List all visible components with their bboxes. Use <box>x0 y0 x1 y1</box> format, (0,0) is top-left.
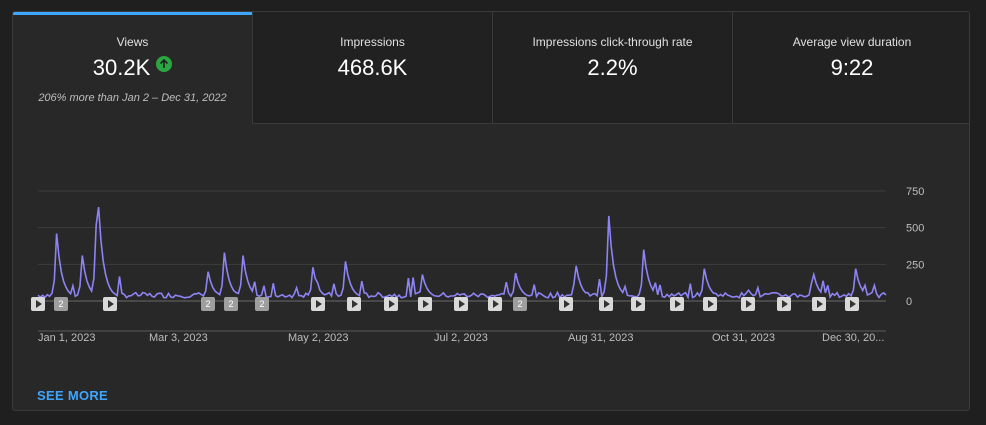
video-marker-icon[interactable] <box>670 297 684 311</box>
multi-video-marker[interactable]: 2 <box>54 297 68 311</box>
x-tick-label: Dec 30, 20... <box>822 332 885 344</box>
video-marker-icon[interactable] <box>812 297 826 311</box>
views-analytics-card: Views 30.2K 206% more than Jan 2 – Dec 3… <box>12 11 970 411</box>
y-tick-label: 0 <box>906 296 912 308</box>
multi-video-marker[interactable]: 2 <box>201 297 215 311</box>
y-tick-label: 750 <box>906 186 924 198</box>
tab-value: 468.6K <box>337 55 408 80</box>
comparison-note: 206% more than Jan 2 – Dec 31, 2022 <box>38 92 227 104</box>
views-value: 30.2K <box>92 55 151 80</box>
x-tick-label: Mar 3, 2023 <box>149 332 208 344</box>
x-tick-label: May 2, 2023 <box>288 332 349 344</box>
tab-average-view-duration[interactable]: Average view duration 9:22 <box>733 12 969 124</box>
video-marker-icon[interactable] <box>631 297 645 311</box>
x-tick-label: Oct 31, 2023 <box>712 332 775 344</box>
tab-value: 9:22 <box>830 55 874 80</box>
tab-impressions-ctr[interactable]: Impressions click-through rate 2.2% <box>493 12 733 124</box>
x-tick-label: Jul 2, 2023 <box>434 332 488 344</box>
video-marker-icon[interactable] <box>599 297 613 311</box>
tab-label: Impressions click-through rate <box>532 35 693 49</box>
metric-tabs: Views 30.2K 206% more than Jan 2 – Dec 3… <box>13 12 969 124</box>
video-marker-icon[interactable] <box>454 297 468 311</box>
tab-views[interactable]: Views 30.2K 206% more than Jan 2 – Dec 3… <box>13 12 253 124</box>
multi-video-marker[interactable]: 2 <box>513 297 527 311</box>
video-marker-icon[interactable] <box>777 297 791 311</box>
tab-value: 30.2K <box>13 55 252 81</box>
x-tick-label: Jan 1, 2023 <box>38 332 96 344</box>
video-marker-icon[interactable] <box>103 297 117 311</box>
tab-value: 2.2% <box>587 55 638 80</box>
video-marker-icon[interactable] <box>488 297 502 311</box>
tab-label: Views <box>116 35 149 49</box>
video-marker-icon[interactable] <box>311 297 325 311</box>
video-marker-icon[interactable] <box>31 297 45 311</box>
multi-video-marker[interactable]: 2 <box>224 297 238 311</box>
see-more-link[interactable]: SEE MORE <box>37 388 109 403</box>
tab-label: Average view duration <box>792 35 912 49</box>
views-series-line <box>37 206 887 300</box>
video-marker-icon[interactable] <box>384 297 398 311</box>
video-marker-icon[interactable] <box>559 297 573 311</box>
video-marker-icon[interactable] <box>703 297 717 311</box>
y-tick-label: 500 <box>906 223 924 235</box>
video-marker-icon[interactable] <box>347 297 361 311</box>
multi-video-marker[interactable]: 2 <box>255 297 269 311</box>
tab-impressions[interactable]: Impressions 468.6K <box>253 12 493 124</box>
video-marker-icon[interactable] <box>418 297 432 311</box>
video-marker-icon[interactable] <box>845 297 859 311</box>
y-tick-label: 250 <box>906 259 924 271</box>
x-tick-label: Aug 31, 2023 <box>568 332 634 344</box>
video-marker-icon[interactable] <box>741 297 755 311</box>
tab-label: Impressions <box>340 35 405 49</box>
trend-up-icon <box>156 56 173 72</box>
